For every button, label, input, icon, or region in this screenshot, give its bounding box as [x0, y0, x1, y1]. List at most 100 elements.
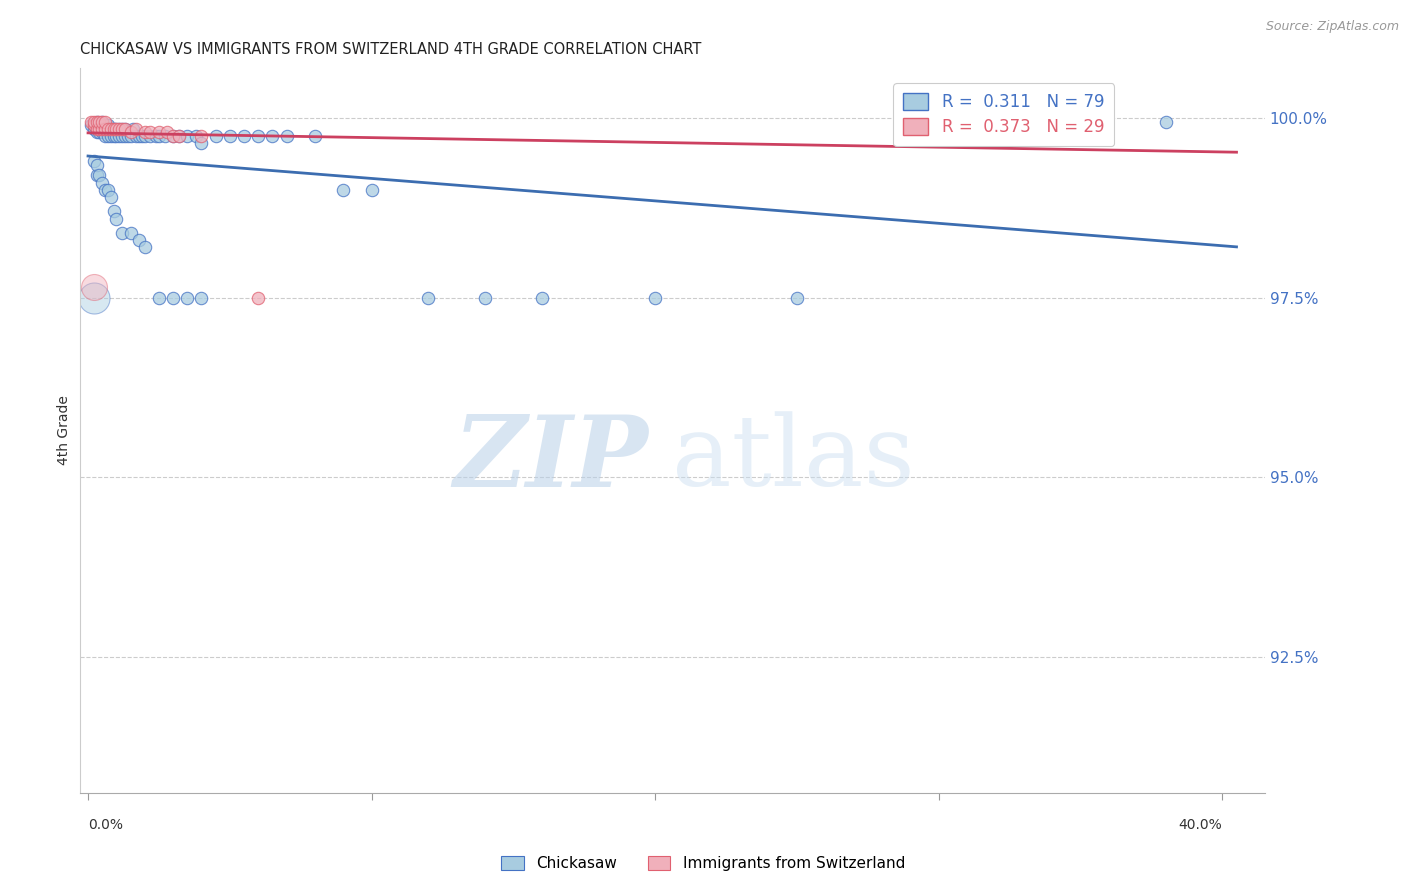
Point — [134, 125, 156, 139]
Point — [530, 291, 553, 305]
Point — [114, 121, 136, 136]
Point — [86, 125, 108, 139]
Point — [89, 169, 111, 183]
Point — [105, 128, 128, 143]
Point — [114, 121, 136, 136]
Point — [89, 114, 111, 128]
Point — [91, 114, 114, 128]
Point — [108, 128, 131, 143]
Point — [97, 121, 120, 136]
Point — [120, 128, 142, 143]
Text: ZIP: ZIP — [454, 411, 648, 508]
Point — [80, 114, 103, 128]
Point — [80, 118, 103, 132]
Point — [97, 121, 120, 136]
Text: atlas: atlas — [672, 411, 915, 508]
Point — [105, 121, 128, 136]
Point — [120, 226, 142, 240]
Point — [139, 128, 162, 143]
Point — [91, 176, 114, 190]
Text: Source: ZipAtlas.com: Source: ZipAtlas.com — [1265, 20, 1399, 33]
Point — [111, 128, 134, 143]
Point — [100, 121, 122, 136]
Point — [1154, 114, 1177, 128]
Point — [111, 121, 134, 136]
Point — [148, 291, 170, 305]
Point — [94, 121, 117, 136]
Point — [91, 125, 114, 139]
Point — [100, 121, 122, 136]
Point — [162, 128, 184, 143]
Point — [111, 226, 134, 240]
Point — [91, 114, 114, 128]
Point — [86, 158, 108, 172]
Point — [83, 121, 105, 136]
Point — [108, 121, 131, 136]
Point — [218, 128, 240, 143]
Point — [120, 125, 142, 139]
Point — [360, 183, 382, 197]
Point — [131, 128, 153, 143]
Point — [786, 291, 808, 305]
Point — [167, 128, 190, 143]
Point — [97, 128, 120, 143]
Point — [128, 128, 150, 143]
Point — [86, 169, 108, 183]
Point — [418, 291, 440, 305]
Point — [94, 118, 117, 132]
Point — [162, 291, 184, 305]
Point — [97, 118, 120, 132]
Point — [134, 128, 156, 143]
Point — [86, 114, 108, 128]
Point — [233, 128, 256, 143]
Point — [167, 128, 190, 143]
Point — [94, 183, 117, 197]
Point — [114, 128, 136, 143]
Point — [83, 154, 105, 169]
Point — [128, 233, 150, 247]
Point — [276, 128, 298, 143]
Point — [139, 125, 162, 139]
Point — [86, 121, 108, 136]
Text: 0.0%: 0.0% — [89, 818, 122, 832]
Point — [89, 125, 111, 139]
Text: 40.0%: 40.0% — [1178, 818, 1222, 832]
Point — [86, 114, 108, 128]
Point — [86, 118, 108, 132]
Point — [474, 291, 496, 305]
Point — [304, 128, 326, 143]
Point — [94, 114, 117, 128]
Point — [122, 121, 145, 136]
Point — [83, 114, 105, 128]
Point — [91, 121, 114, 136]
Point — [148, 128, 170, 143]
Point — [1070, 118, 1092, 132]
Point — [97, 183, 120, 197]
Y-axis label: 4th Grade: 4th Grade — [58, 395, 72, 466]
Point — [190, 136, 212, 150]
Point — [94, 128, 117, 143]
Point — [1012, 114, 1035, 128]
Point — [105, 211, 128, 226]
Point — [332, 183, 354, 197]
Point — [103, 121, 125, 136]
Point — [94, 121, 117, 136]
Point — [103, 121, 125, 136]
Point — [108, 121, 131, 136]
Point — [153, 128, 176, 143]
Point — [117, 128, 139, 143]
Point — [83, 118, 105, 132]
Point — [91, 118, 114, 132]
Point — [83, 118, 105, 132]
Point — [204, 128, 226, 143]
Point — [176, 128, 198, 143]
Point — [100, 128, 122, 143]
Point — [89, 118, 111, 132]
Legend: R =  0.311   N = 79, R =  0.373   N = 29: R = 0.311 N = 79, R = 0.373 N = 29 — [893, 83, 1115, 146]
Point — [162, 128, 184, 143]
Point — [125, 128, 148, 143]
Point — [100, 190, 122, 204]
Point — [103, 204, 125, 219]
Point — [644, 291, 666, 305]
Point — [148, 125, 170, 139]
